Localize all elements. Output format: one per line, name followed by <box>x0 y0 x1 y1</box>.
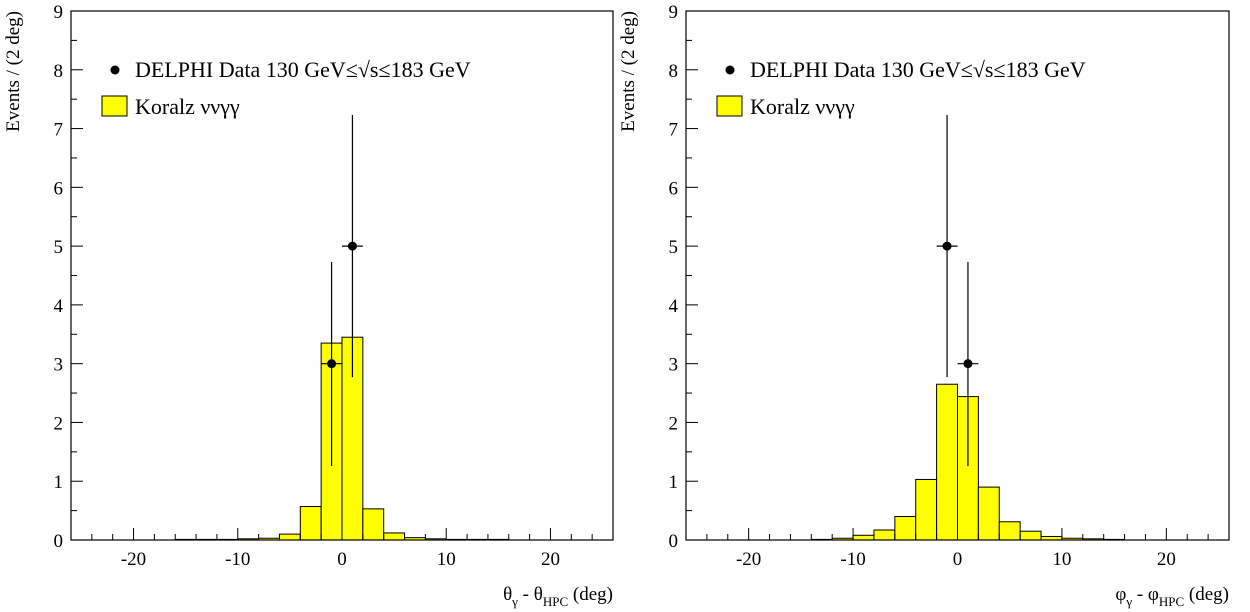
data-points <box>321 115 363 466</box>
x-tick-label: -20 <box>121 549 146 570</box>
chart-panel-2: 0 1 2 3 4 5 6 7 8 9 -20 -10 0 10 20 DELPHI Data 130 GeV… <box>618 2 1230 609</box>
x-axis-title-part: θ <box>503 584 512 605</box>
x-tick-label: 10 <box>1052 549 1071 570</box>
mc-histogram <box>71 336 613 541</box>
x-axis-title-part: θ <box>534 584 543 605</box>
mc-bin <box>852 534 875 541</box>
mc-bin <box>894 515 917 541</box>
y-tick-label: 9 <box>669 2 679 23</box>
x-axis-title-subscript: HPC <box>1159 594 1184 609</box>
x-axis-title: φγ - φHPC (deg) <box>1115 584 1229 609</box>
x-axis-title-part: (deg) <box>568 584 613 605</box>
mc-bin <box>998 521 1021 541</box>
data-point <box>942 241 952 251</box>
data-points <box>936 115 979 466</box>
y-tick-label: 9 <box>54 2 64 23</box>
x-tick-label: -10 <box>225 549 250 570</box>
data-point <box>347 241 357 251</box>
legend-data-label: DELPHI Data 130 GeV≤√s≤183 GeV <box>750 57 1086 82</box>
x-tick-label: 20 <box>541 549 560 570</box>
x-tick-label: -20 <box>736 549 761 570</box>
y-axis-title: Events / (2 deg) <box>3 11 24 132</box>
y-tick-label: 7 <box>54 120 64 141</box>
mc-bin <box>873 529 896 541</box>
y-tick-label: 3 <box>54 355 64 376</box>
legend-data-marker <box>110 65 120 75</box>
y-tick-label: 1 <box>669 472 679 493</box>
y-tick-label: 2 <box>54 413 64 434</box>
legend-mc-swatch <box>101 95 128 117</box>
mc-bin <box>362 508 385 541</box>
x-tick-label: 0 <box>953 549 963 570</box>
mc-bin <box>299 505 322 541</box>
x-axis-title-subscript: γ <box>1125 594 1132 609</box>
legend-mc-swatch <box>716 95 743 117</box>
x-tick-label: 10 <box>437 549 456 570</box>
legend-mc-label: Koralz ννγγ <box>750 94 855 119</box>
mc-bin <box>278 533 301 541</box>
mc-bin <box>915 478 938 541</box>
y-axis-title: Events / (2 deg) <box>618 11 639 132</box>
mc-bin <box>383 532 406 541</box>
x-axis-title-part: φ <box>1115 584 1126 605</box>
x-axis-title-part: φ <box>1148 584 1159 605</box>
y-tick-label: 0 <box>54 531 64 552</box>
y-tick-label: 7 <box>669 120 679 141</box>
x-axis-title: θγ - θHPC (deg) <box>503 584 613 609</box>
x-tick-label: 20 <box>1157 549 1176 570</box>
data-point <box>327 359 337 369</box>
y-tick-label: 6 <box>669 178 679 199</box>
y-tick-label: 5 <box>54 237 64 258</box>
data-point <box>963 359 973 369</box>
x-axis-title-part: - <box>1132 584 1148 605</box>
mc-histogram <box>686 383 1229 541</box>
y-tick-label: 6 <box>54 178 64 199</box>
legend-mc-label: Koralz ννγγ <box>135 94 240 119</box>
x-axis-title-part: - <box>518 584 534 605</box>
y-tick-label: 3 <box>669 355 679 376</box>
y-tick-label: 5 <box>669 237 679 258</box>
y-tick-label: 1 <box>54 472 64 493</box>
y-tick-label: 0 <box>669 531 679 552</box>
legend-data-marker <box>725 65 735 75</box>
y-tick-label: 2 <box>669 413 679 434</box>
x-tick-label: -10 <box>840 549 865 570</box>
y-tick-label: 4 <box>669 296 679 317</box>
x-axis-title-part: (deg) <box>1184 584 1229 605</box>
y-tick-label: 8 <box>54 61 64 82</box>
chart-panel-1: 0 1 2 3 4 5 6 7 8 9 -20 -10 0 10 20 DELPHI Data 130 GeV… <box>3 2 614 609</box>
y-tick-label: 4 <box>54 296 64 317</box>
mc-bin <box>1019 530 1042 541</box>
legend: DELPHI Data 130 GeV≤√s≤183 GeV Koralz ννγ… <box>101 57 471 119</box>
x-axis-title-subscript: γ <box>511 594 518 609</box>
mc-bin <box>977 486 1000 541</box>
mc-bin <box>936 383 958 541</box>
legend: DELPHI Data 130 GeV≤√s≤183 GeV Koralz ννγ… <box>716 57 1086 119</box>
x-axis-title-subscript: HPC <box>543 594 568 609</box>
legend-data-label: DELPHI Data 130 GeV≤√s≤183 GeV <box>135 57 471 82</box>
y-tick-label: 8 <box>669 61 679 82</box>
x-tick-label: 0 <box>337 549 347 570</box>
